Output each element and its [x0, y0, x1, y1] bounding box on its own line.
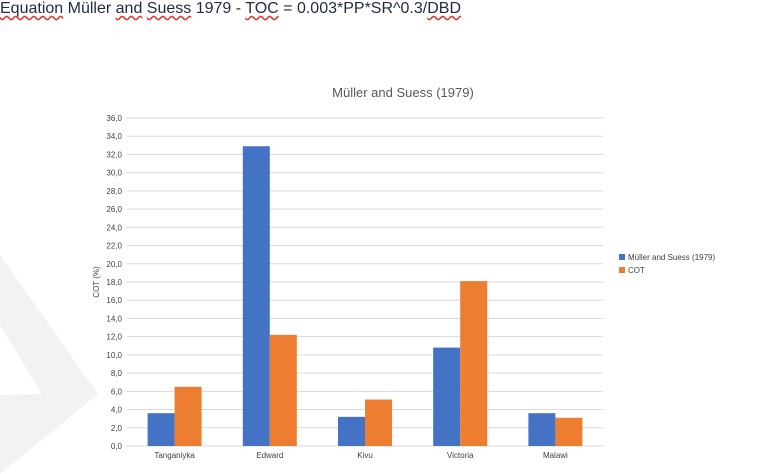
y-tick-label: 18,0: [106, 278, 122, 287]
y-tick-label: 22,0: [106, 242, 122, 251]
y-tick-label: 6,0: [111, 387, 123, 396]
y-tick-label: 30,0: [106, 169, 122, 178]
heading-part: Müller: [67, 0, 112, 17]
heading-part: = 0.003*PP*SR^0.3/: [278, 0, 428, 17]
bar-muller-suess-edward: [242, 146, 270, 446]
x-axis-ticks: Tanganiyka Edward Kivu Victoria Malawi: [154, 451, 568, 460]
heading-part: DBD: [427, 0, 461, 17]
y-tick-label: 20,0: [106, 260, 122, 269]
bars: [147, 146, 583, 446]
y-tick-label: 28,0: [106, 187, 122, 196]
y-tick-label: 2,0: [111, 424, 123, 433]
grid-lines: [127, 117, 603, 447]
y-tick-label: 10,0: [106, 351, 122, 360]
y-axis-ticks: 0,0 2,0 4,0 6,0 8,0 10,0 12,0 14,0 16,0 18,0 20,0 2…: [106, 114, 122, 451]
y-tick-label: 24,0: [106, 223, 122, 232]
y-axis-label: COT (%): [92, 266, 101, 298]
y-tick-label: 36,0: [106, 114, 122, 123]
legend-swatch: [619, 254, 625, 260]
bar-cot-malawi: [555, 417, 583, 446]
heading-part: TOC: [245, 0, 279, 17]
heading-part: 1979 -: [191, 0, 246, 17]
bar-cot-tanganiyka: [174, 386, 202, 446]
legend: Müller and Suess (1979) COT: [619, 253, 715, 275]
y-tick-label: 12,0: [106, 333, 122, 342]
y-tick-label: 16,0: [106, 296, 122, 305]
x-tick-label: Victoria: [447, 451, 474, 460]
legend-label: COT: [628, 266, 645, 275]
bar-cot-edward: [269, 334, 297, 446]
document-heading: Equation Müller and Suess 1979 - TOC = 0…: [0, 0, 461, 18]
x-tick-label: Tanganiyka: [154, 451, 195, 460]
x-tick-label: Malawi: [543, 451, 568, 460]
x-tick-label: Kivu: [357, 451, 373, 460]
y-tick-label: 8,0: [111, 369, 123, 378]
y-tick-label: 0,0: [111, 442, 123, 451]
bar-cot-kivu: [365, 399, 392, 446]
y-tick-label: 32,0: [106, 150, 122, 159]
heading-part: Suess: [146, 0, 192, 17]
bar-muller-suess-victoria: [433, 347, 461, 446]
y-tick-label: 34,0: [106, 132, 122, 141]
x-tick-label: Edward: [256, 451, 283, 460]
heading-part: and: [115, 0, 143, 17]
bar-muller-suess-tanganiyka: [147, 413, 175, 446]
y-tick-label: 4,0: [111, 406, 123, 415]
legend-label: Müller and Suess (1979): [628, 253, 715, 262]
chart-title: Müller and Suess (1979): [332, 85, 474, 100]
watermark-chevron-shape: [0, 255, 98, 474]
y-tick-label: 14,0: [106, 314, 122, 323]
y-tick-label: 26,0: [106, 205, 122, 214]
bar-muller-suess-malawi: [528, 413, 556, 446]
heading-part: Equation: [0, 0, 64, 17]
legend-swatch: [619, 267, 625, 273]
bar-muller-suess-kivu: [338, 416, 365, 446]
bar-cot-victoria: [460, 281, 488, 446]
